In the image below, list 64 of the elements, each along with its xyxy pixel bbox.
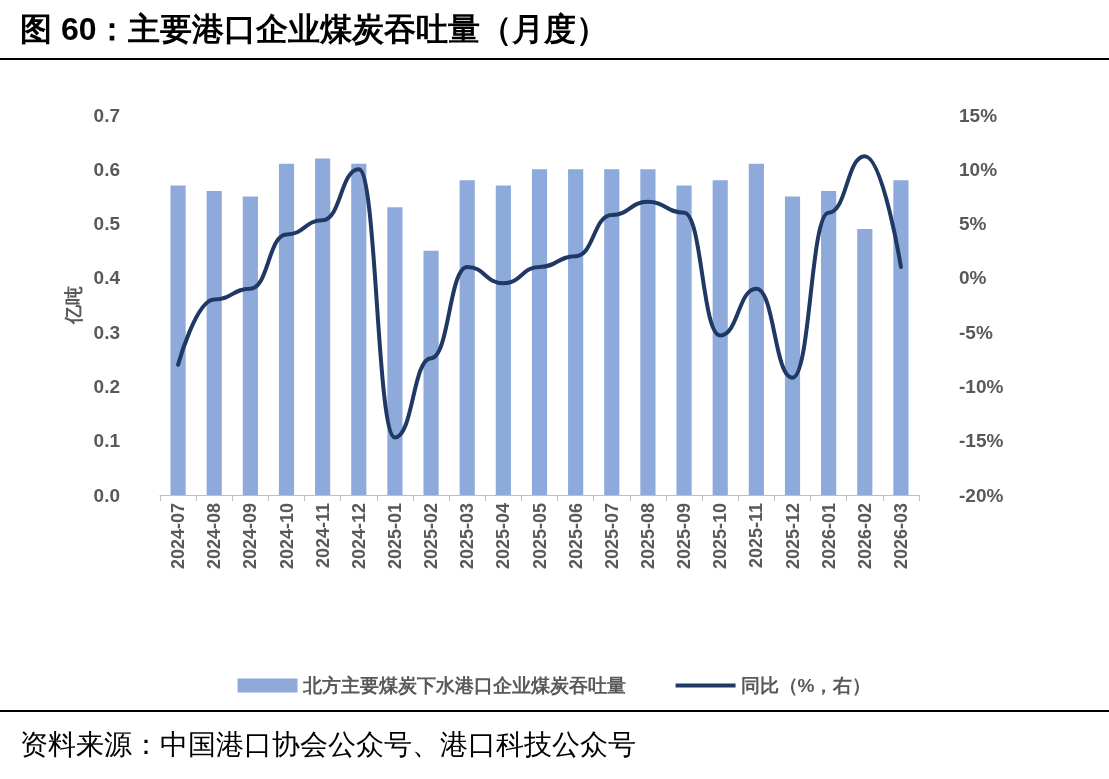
bar — [568, 169, 584, 495]
x-tick-label: 2025-08 — [637, 503, 658, 570]
y-tick-label: 0.2 — [93, 375, 120, 397]
y2-tick-label: -15% — [959, 430, 1004, 452]
bar — [495, 185, 511, 495]
bar — [315, 158, 331, 495]
bar — [676, 185, 692, 495]
y-tick-label: 0.4 — [93, 267, 121, 289]
x-tick-label: 2025-02 — [421, 503, 442, 570]
y2-tick-label: 15% — [959, 104, 998, 126]
x-tick-label: 2025-09 — [674, 503, 695, 570]
bar — [170, 185, 186, 495]
line-series — [176, 154, 903, 440]
bar — [893, 180, 909, 495]
bar — [351, 163, 367, 495]
y-tick-label: 0.0 — [93, 484, 120, 506]
y2-tick-label: 0% — [959, 267, 987, 289]
bar — [242, 196, 258, 495]
y-axis-title: 亿吨 — [62, 286, 84, 325]
bar — [531, 169, 548, 495]
bar — [206, 191, 222, 495]
bar — [821, 191, 837, 495]
x-tick-label: 2024-11 — [312, 503, 333, 569]
x-tick-label: 2025-06 — [565, 503, 586, 570]
y-tick-label: 0.1 — [93, 430, 121, 452]
x-tick-label: 2025-12 — [782, 503, 803, 570]
y2-tick-label: 5% — [959, 213, 987, 235]
bar — [459, 180, 475, 495]
x-tick-label: 2025-05 — [529, 503, 550, 570]
x-tick-label: 2024-08 — [204, 503, 225, 570]
y-tick-label: 0.3 — [93, 321, 120, 343]
bar — [387, 207, 403, 495]
bar — [640, 169, 656, 495]
x-tick-label: 2024-07 — [168, 503, 189, 570]
bar — [784, 196, 801, 495]
bar — [748, 163, 764, 495]
chart-title: 图 60：主要港口企业煤炭吞吐量（月度） — [0, 0, 1109, 60]
x-tick-label: 2026-02 — [854, 503, 875, 570]
x-tick-label: 2024-10 — [276, 503, 297, 570]
bar — [857, 229, 873, 495]
y2-tick-label: -20% — [959, 484, 1004, 506]
x-tick-label: 2025-11 — [746, 503, 767, 569]
bar — [604, 169, 620, 495]
x-tick-label: 2025-07 — [601, 503, 622, 570]
x-tick-label: 2024-12 — [348, 503, 369, 570]
x-tick-label: 2025-10 — [710, 503, 731, 570]
x-tick-label: 2026-03 — [890, 503, 911, 570]
bar — [712, 180, 728, 495]
x-tick-label: 2024-09 — [240, 503, 261, 570]
y2-tick-label: 10% — [959, 158, 998, 180]
y2-tick-label: -10% — [959, 375, 1004, 397]
x-tick-label: 2025-03 — [457, 503, 478, 570]
x-tick-label: 2026-01 — [818, 503, 839, 570]
y2-tick-label: -5% — [959, 321, 993, 343]
text: 资料来源：中国港口协会公众号、港口科技公众号 — [20, 728, 637, 762]
bar — [423, 250, 439, 495]
y-tick-label: 0.5 — [93, 213, 121, 235]
legend-label: 北方主要煤炭下水港口企业煤炭吞吐量 — [301, 675, 626, 696]
y-tick-label: 0.7 — [93, 104, 120, 126]
legend-label: 同比（%，右） — [740, 675, 872, 696]
y-tick-label: 0.6 — [93, 158, 120, 180]
bar — [278, 163, 295, 495]
x-tick-label: 2025-01 — [384, 503, 405, 570]
x-tick-label: 2025-04 — [493, 503, 514, 570]
